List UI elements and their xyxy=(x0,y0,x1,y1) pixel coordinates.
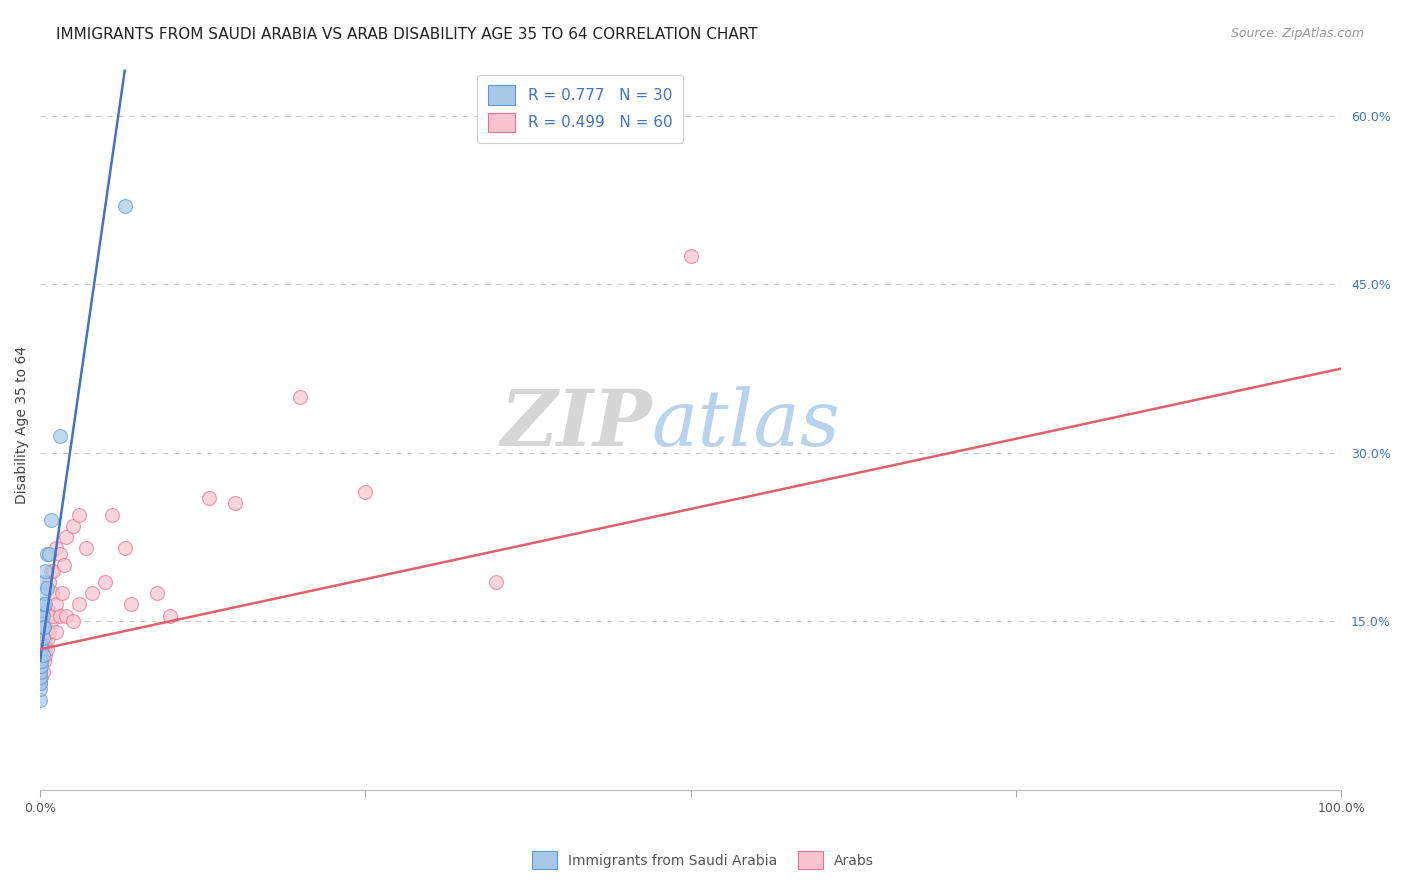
Point xyxy=(48,608,70,623)
Point xyxy=(38,547,60,561)
Text: ZIP: ZIP xyxy=(501,386,652,463)
Point xyxy=(290,390,312,404)
Point xyxy=(354,485,377,500)
Point xyxy=(30,654,52,668)
Text: IMMIGRANTS FROM SAUDI ARABIA VS ARAB DISABILITY AGE 35 TO 64 CORRELATION CHART: IMMIGRANTS FROM SAUDI ARABIA VS ARAB DIS… xyxy=(56,27,758,42)
Text: atlas: atlas xyxy=(652,386,841,463)
Point xyxy=(120,598,142,612)
Point xyxy=(679,249,702,263)
Point xyxy=(62,614,84,628)
Point xyxy=(30,654,52,668)
Point xyxy=(31,648,53,662)
Y-axis label: Disability Age 35 to 64: Disability Age 35 to 64 xyxy=(15,345,30,504)
Point xyxy=(30,637,52,651)
Point xyxy=(94,574,117,589)
Point xyxy=(31,620,53,634)
Point xyxy=(42,564,65,578)
Point xyxy=(114,541,136,556)
Point xyxy=(45,541,67,556)
Point xyxy=(55,608,77,623)
Point xyxy=(55,530,77,544)
Point xyxy=(224,496,246,510)
Point xyxy=(30,659,52,673)
Point xyxy=(159,608,181,623)
Point xyxy=(67,598,90,612)
Point xyxy=(32,654,55,668)
Point xyxy=(82,586,104,600)
Point xyxy=(30,676,52,690)
Point xyxy=(48,547,70,561)
Point xyxy=(35,625,58,640)
Legend: R = 0.777   N = 30, R = 0.499   N = 60: R = 0.777 N = 30, R = 0.499 N = 60 xyxy=(477,75,683,143)
Point xyxy=(32,631,55,645)
Point xyxy=(32,586,55,600)
Point xyxy=(30,654,52,668)
Point xyxy=(32,608,55,623)
Point xyxy=(30,665,52,679)
Point xyxy=(37,631,59,645)
Point xyxy=(34,564,56,578)
Point xyxy=(31,625,53,640)
Point xyxy=(31,608,53,623)
Point xyxy=(31,598,53,612)
Point xyxy=(31,637,53,651)
Point xyxy=(30,665,52,679)
Point xyxy=(35,642,58,657)
Point xyxy=(62,518,84,533)
Point xyxy=(32,642,55,657)
Point xyxy=(114,199,136,213)
Point xyxy=(51,586,73,600)
Point xyxy=(30,642,52,657)
Point xyxy=(31,648,53,662)
Point xyxy=(52,558,75,573)
Point xyxy=(45,598,67,612)
Point xyxy=(100,508,122,522)
Point xyxy=(37,603,59,617)
Point xyxy=(30,654,52,668)
Legend: Immigrants from Saudi Arabia, Arabs: Immigrants from Saudi Arabia, Arabs xyxy=(524,845,882,876)
Point xyxy=(39,614,62,628)
Point xyxy=(30,642,52,657)
Point xyxy=(146,586,169,600)
Point xyxy=(30,659,52,673)
Point xyxy=(30,693,52,707)
Point xyxy=(34,620,56,634)
Point xyxy=(198,491,221,505)
Point xyxy=(35,581,58,595)
Point xyxy=(38,608,60,623)
Point xyxy=(31,631,53,645)
Point xyxy=(34,598,56,612)
Point xyxy=(48,429,70,443)
Point xyxy=(32,574,55,589)
Point xyxy=(31,665,53,679)
Point xyxy=(35,547,58,561)
Point xyxy=(41,586,63,600)
Point xyxy=(30,608,52,623)
Point xyxy=(35,608,58,623)
Point xyxy=(30,603,52,617)
Point xyxy=(30,648,52,662)
Point xyxy=(31,608,53,623)
Point xyxy=(30,670,52,684)
Point xyxy=(39,564,62,578)
Point xyxy=(34,637,56,651)
Point xyxy=(30,631,52,645)
Point xyxy=(30,670,52,684)
Point xyxy=(32,620,55,634)
Point xyxy=(67,508,90,522)
Text: Source: ZipAtlas.com: Source: ZipAtlas.com xyxy=(1230,27,1364,40)
Point xyxy=(30,642,52,657)
Point xyxy=(38,625,60,640)
Point xyxy=(30,676,52,690)
Point xyxy=(30,681,52,696)
Point xyxy=(45,625,67,640)
Point xyxy=(39,513,62,527)
Point xyxy=(30,620,52,634)
Point xyxy=(42,608,65,623)
Point xyxy=(34,648,56,662)
Point xyxy=(75,541,97,556)
Point xyxy=(38,574,60,589)
Point xyxy=(484,574,506,589)
